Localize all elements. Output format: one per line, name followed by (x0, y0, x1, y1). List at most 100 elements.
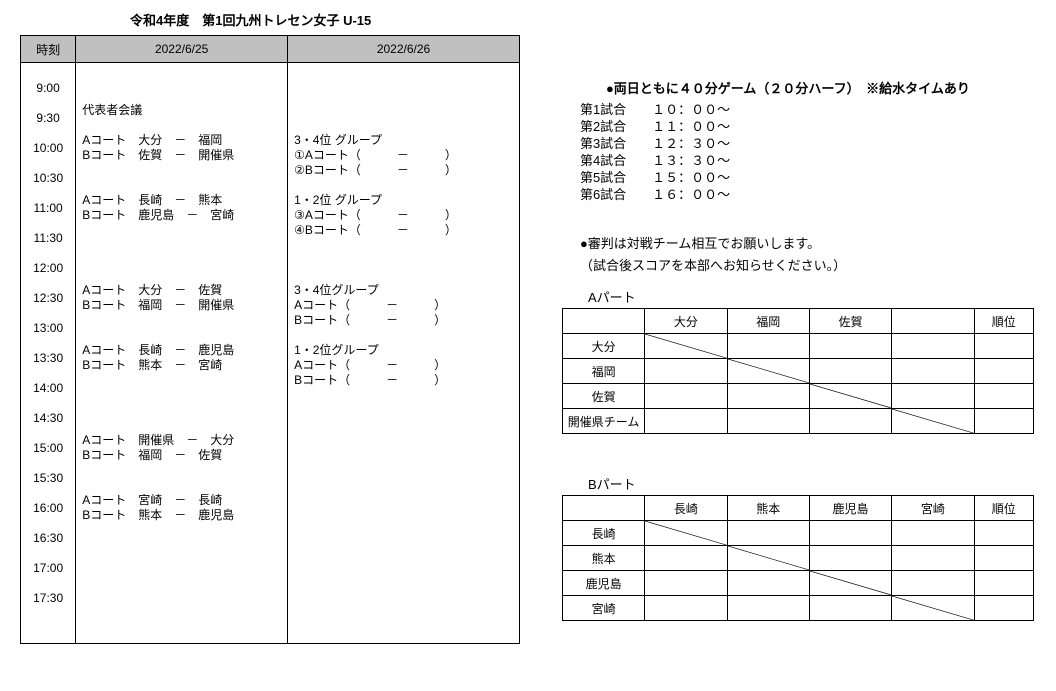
pool-cell (727, 596, 809, 621)
pool-row: 佐賀 (562, 384, 644, 409)
time-row: 9:30 (21, 103, 75, 133)
pool-cell-diag (809, 571, 891, 596)
match-time-row: 第6試合 １６：００～ (580, 186, 1036, 203)
time-row: 15:00 (21, 433, 75, 463)
pool-col: 宮崎 (892, 496, 974, 521)
col-day1: 2022/6/25 (76, 36, 288, 63)
pool-rank-cell (974, 359, 1033, 384)
time-row: 12:30 (21, 283, 75, 313)
pool-cell-diag (892, 596, 974, 621)
pool-rank-cell (974, 596, 1033, 621)
pool-cell-diag (645, 521, 727, 546)
pool-cell (727, 384, 809, 409)
time-row: 14:30 (21, 403, 75, 433)
pool-rank-cell (974, 384, 1033, 409)
schedule-event: Aコート 大分 － 佐賀 Bコート 福岡 － 開催県 (82, 283, 281, 313)
pool-cell (645, 359, 727, 384)
pool-col: 鹿児島 (809, 496, 891, 521)
time-row: 9:00 (21, 73, 75, 103)
pool-cell-diag (809, 384, 891, 409)
schedule-event: 1・2位グループ Aコート（ － ） Bコート（ － ） (294, 343, 513, 388)
pool-col (892, 309, 974, 334)
match-time-row: 第3試合 １２：３０～ (580, 135, 1036, 152)
day2-events: 3・4位 グループ ①Aコート（ － ） ②Bコート（ － ） 1・2位 グループ… (288, 63, 519, 643)
time-list: 9:009:3010:0010:3011:0011:3012:0012:3013… (21, 63, 75, 621)
time-row: 13:30 (21, 343, 75, 373)
match-time-row: 第2試合 １１：００～ (580, 118, 1036, 135)
pool-col: 熊本 (727, 496, 809, 521)
pool-rank-cell (974, 571, 1033, 596)
pool-row: 宮崎 (562, 596, 644, 621)
time-row: 15:30 (21, 463, 75, 493)
schedule-event: 代表者会議 (82, 103, 281, 118)
pool-rank-col: 順位 (974, 309, 1033, 334)
match-time-row: 第5試合 １５：００～ (580, 169, 1036, 186)
pool-row: 鹿児島 (562, 571, 644, 596)
pool-cell (645, 384, 727, 409)
pool-a-table: 大分福岡佐賀順位大分福岡佐賀開催県チーム (562, 308, 1034, 434)
pool-cell (809, 409, 891, 434)
pool-row: 福岡 (562, 359, 644, 384)
page-title: 令和4年度 第1回九州トレセン女子 U-15 (130, 10, 528, 29)
pool-cell (727, 334, 809, 359)
pool-cell (727, 571, 809, 596)
match-time-row: 第1試合 １０：００～ (580, 101, 1036, 118)
pool-rank-cell (974, 334, 1033, 359)
pool-cell (727, 521, 809, 546)
note-score: （試合後スコアを本部へお知らせください。） (580, 255, 1036, 277)
time-row: 10:30 (21, 163, 75, 193)
pool-cell (727, 409, 809, 434)
time-row: 13:00 (21, 313, 75, 343)
pool-cell (645, 546, 727, 571)
pool-row: 長崎 (562, 521, 644, 546)
pool-col: 佐賀 (809, 309, 891, 334)
schedule-table: 時刻 2022/6/25 2022/6/26 9:009:3010:0010:3… (20, 35, 520, 644)
schedule-event: Aコート 大分 － 福岡 Bコート 佐賀 － 開催県 (82, 133, 281, 163)
rule-line: ●両日ともに４０分ゲーム（２０分ハーフ） ※給水タイムあり (606, 78, 1036, 97)
pool-cell (892, 359, 974, 384)
time-row: 10:00 (21, 133, 75, 163)
pool-cell (645, 596, 727, 621)
time-row: 11:00 (21, 193, 75, 223)
schedule-event: Aコート 開催県 － 大分 Bコート 福岡 － 佐賀 (82, 433, 281, 463)
pool-cell-diag (727, 546, 809, 571)
pool-col: 長崎 (645, 496, 727, 521)
pool-b-table: 長崎熊本鹿児島宮崎順位長崎熊本鹿児島宮崎 (562, 495, 1034, 621)
pool-rank-col: 順位 (974, 496, 1033, 521)
schedule-event: 1・2位 グループ ③Aコート（ － ） ④Bコート（ － ） (294, 193, 513, 238)
pool-row: 熊本 (562, 546, 644, 571)
part-b-label: Bパート (588, 474, 1036, 493)
schedule-event: Aコート 長崎 － 鹿児島 Bコート 熊本 － 宮崎 (82, 343, 281, 373)
time-row: 17:30 (21, 583, 75, 613)
pool-cell (645, 571, 727, 596)
pool-cell (892, 521, 974, 546)
time-row: 16:30 (21, 523, 75, 553)
pool-cell (892, 546, 974, 571)
pool-cell (809, 334, 891, 359)
pool-rank-cell (974, 546, 1033, 571)
pool-cell (809, 521, 891, 546)
pool-cell (892, 571, 974, 596)
pool-cell (809, 546, 891, 571)
time-row: 12:00 (21, 253, 75, 283)
pool-cell-diag (645, 334, 727, 359)
pool-rank-cell (974, 521, 1033, 546)
day1-events: 代表者会議 Aコート 大分 － 福岡 Bコート 佐賀 － 開催県 Aコート 長崎 －… (76, 63, 287, 643)
time-row: 17:00 (21, 553, 75, 583)
col-time: 時刻 (21, 36, 76, 63)
pool-cell (809, 596, 891, 621)
part-a-label: Aパート (588, 287, 1036, 306)
pool-col: 福岡 (727, 309, 809, 334)
pool-row: 開催県チーム (562, 409, 644, 434)
match-times: 第1試合 １０：００～第2試合 １１：００～第3試合 １２：３０～第4試合 １３… (580, 101, 1036, 203)
match-time-row: 第4試合 １３：３０～ (580, 152, 1036, 169)
note-referee: ●審判は対戦チーム相互でお願いします。 (580, 233, 1036, 255)
schedule-event: 3・4位 グループ ①Aコート（ － ） ②Bコート（ － ） (294, 133, 513, 178)
schedule-event: Aコート 長崎 － 熊本 Bコート 鹿児島 － 宮崎 (82, 193, 281, 223)
pool-rank-cell (974, 409, 1033, 434)
pool-col: 大分 (645, 309, 727, 334)
time-row: 14:00 (21, 373, 75, 403)
pool-cell-diag (892, 409, 974, 434)
pool-cell (645, 409, 727, 434)
time-row: 16:00 (21, 493, 75, 523)
